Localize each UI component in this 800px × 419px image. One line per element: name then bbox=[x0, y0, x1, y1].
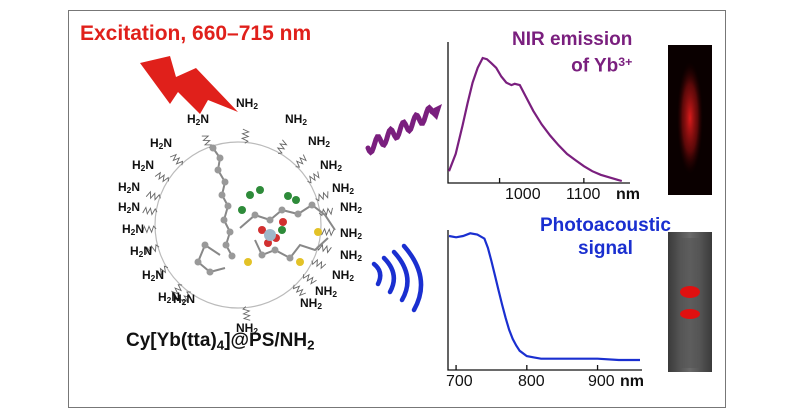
polymer-spring bbox=[276, 139, 288, 154]
polymer-spring bbox=[316, 243, 332, 254]
nir-tick-label-1100: 1100 bbox=[566, 186, 601, 203]
pa-hotspot-upper bbox=[680, 286, 700, 298]
pa-axes bbox=[447, 230, 642, 371]
nir-title-line2: of Yb3+ bbox=[571, 55, 633, 77]
pa-image-tube bbox=[680, 238, 700, 368]
pa-title-line1: Photoacoustic bbox=[540, 215, 671, 236]
amine-group-label: H2N bbox=[118, 200, 141, 216]
photoacoustic-curve bbox=[448, 232, 640, 362]
polymer-spring bbox=[154, 171, 169, 183]
photoacoustic-title: Photoacoustic signal bbox=[540, 214, 671, 260]
nir-unit-label: nm bbox=[616, 186, 640, 203]
polymer-spring bbox=[311, 258, 327, 270]
nanoparticle-sphere bbox=[154, 141, 322, 309]
amine-group-label: NH2 bbox=[332, 268, 355, 284]
polymer-spring bbox=[240, 128, 250, 144]
nir-image-glow bbox=[677, 62, 703, 174]
polymer-spring bbox=[318, 207, 333, 217]
pa-tick-label-800: 800 bbox=[518, 373, 545, 390]
amine-group-label: NH2 bbox=[236, 96, 259, 112]
polymer-chains bbox=[141, 128, 335, 321]
nir-tick-label-1000: 1000 bbox=[505, 186, 541, 203]
amine-group-label: H2N bbox=[122, 222, 145, 238]
nir-emission-curve bbox=[447, 56, 623, 183]
amine-group-label: H2N bbox=[118, 180, 141, 196]
polymer-spring bbox=[145, 190, 161, 201]
polymer-spring bbox=[155, 265, 169, 278]
pa-unit-label: nm bbox=[620, 373, 644, 390]
polymer-spring bbox=[292, 284, 306, 297]
compound-formula: Cy[Yb(tta)4]@PS/NH2 bbox=[126, 330, 315, 353]
pa-tick-label-900: 900 bbox=[588, 373, 615, 390]
polymer-spring bbox=[180, 291, 192, 306]
amine-group-label: NH2 bbox=[332, 181, 355, 197]
excitation-label: Excitation, 660–715 nm bbox=[80, 22, 312, 45]
emission-wave-arrow bbox=[365, 104, 435, 156]
pa-tick-marks bbox=[455, 365, 599, 370]
polymer-spring bbox=[303, 273, 317, 285]
amine-group-label: NH2 bbox=[236, 321, 259, 337]
polymer-spring bbox=[295, 154, 307, 168]
polymer-spring bbox=[169, 153, 184, 166]
lightning-bolt-icon bbox=[140, 56, 238, 114]
acoustic-waves-icon bbox=[371, 243, 424, 313]
polymer-spring bbox=[171, 284, 183, 298]
amine-group-label: H2N bbox=[187, 112, 210, 128]
nir-axes bbox=[447, 42, 630, 184]
amine-group-label: NH2 bbox=[315, 284, 338, 300]
nir-title-line1: NIR emission bbox=[512, 29, 633, 50]
polymer-spring bbox=[142, 206, 158, 216]
nir-tick-marks bbox=[498, 178, 585, 183]
amine-group-label: NH2 bbox=[320, 158, 343, 174]
pa-tick-label-700: 700 bbox=[446, 373, 473, 390]
polymer-spring bbox=[145, 244, 160, 254]
amine-group-label: NH2 bbox=[285, 112, 308, 128]
amine-group-label: H2N bbox=[132, 158, 155, 174]
amine-group-label: H2N bbox=[150, 136, 173, 152]
amine-group-label: NH2 bbox=[340, 248, 363, 264]
pa-title-line2: signal bbox=[578, 238, 633, 259]
molecule-structure bbox=[194, 144, 336, 276]
amine-group-label: NH2 bbox=[340, 200, 363, 216]
pa-hotspot-lower bbox=[680, 309, 700, 319]
amine-group-label: NH2 bbox=[300, 296, 323, 312]
amine-group-label: NH2 bbox=[340, 226, 363, 242]
polymer-spring bbox=[315, 191, 329, 202]
polymer-spring bbox=[242, 306, 251, 321]
polymer-spring bbox=[141, 225, 157, 234]
amine-group-label: H2N bbox=[158, 290, 181, 306]
amine-group-label: H2N bbox=[130, 244, 153, 260]
amine-group-label: H2N bbox=[142, 268, 165, 284]
amine-group-label: NH2 bbox=[308, 134, 331, 150]
emission-arrowhead bbox=[428, 104, 442, 120]
amine-group-label: H2N bbox=[173, 292, 196, 308]
polymer-spring bbox=[319, 227, 335, 237]
polymer-spring bbox=[307, 171, 320, 184]
nir-emission-title: NIR emission of Yb3+ bbox=[512, 28, 632, 78]
abstract-frame bbox=[68, 10, 726, 408]
